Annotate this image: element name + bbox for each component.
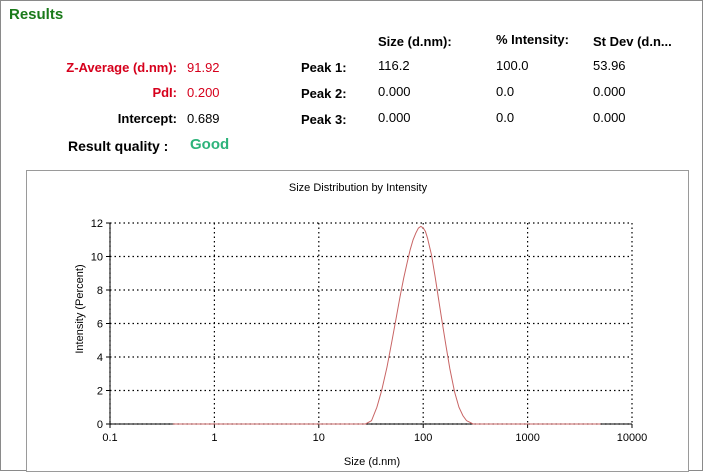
y-axis-label: Intensity (Percent) [74, 264, 86, 353]
size-distribution-chart: Size Distribution by Intensity Size (d.n… [74, 182, 648, 468]
result-quality-label: Result quality : [68, 138, 169, 154]
peak-2-label: Peak 2: [301, 86, 347, 101]
axes [106, 222, 633, 428]
y-tick-label: 10 [91, 252, 103, 264]
z-average-value: 91.92 [187, 60, 220, 75]
y-tick-label: 6 [97, 319, 103, 331]
x-tick-label: 1 [211, 432, 217, 444]
col-intensity-header: % Intensity: [496, 32, 569, 47]
peak-2-stdev: 0.000 [593, 84, 626, 99]
peak-2-intensity: 0.0 [496, 84, 515, 99]
col-size-header: Size (d.nm): [378, 34, 452, 49]
chart-panel: Size Distribution by Intensity Size (d.n… [26, 170, 689, 472]
x-tick-label: 1000 [515, 432, 539, 444]
peak-3-stdev: 0.000 [593, 110, 626, 125]
y-tick-label: 0 [97, 419, 103, 431]
peak-1-label: Peak 1: [301, 60, 347, 75]
intercept-label: Intercept: [117, 111, 177, 126]
tick-labels: 0.1 1 10 100 1000 10000 0 2 4 6 8 10 12 [91, 218, 648, 444]
peak-2-size: 0.000 [378, 84, 411, 99]
grid-lines [109, 222, 633, 425]
peak-1-intensity: 100.0 [496, 58, 529, 73]
x-tick-label: 10 [313, 432, 325, 444]
peak-3-intensity: 0.0 [496, 110, 515, 125]
chart-title: Size Distribution by Intensity [289, 182, 428, 194]
x-tick-label: 10000 [617, 432, 648, 444]
peak-3-label: Peak 3: [301, 112, 347, 127]
distribution-curve [172, 225, 601, 425]
y-tick-label: 4 [97, 352, 103, 364]
x-tick-label: 0.1 [102, 432, 117, 444]
intercept-value: 0.689 [187, 111, 220, 126]
pdi-label: PdI: [152, 85, 177, 100]
peak-1-stdev: 53.96 [593, 58, 626, 73]
x-axis-label: Size (d.nm) [344, 456, 400, 468]
peak-3-size: 0.000 [378, 110, 411, 125]
series-layer [172, 225, 601, 425]
col-stdev-header: St Dev (d.n... [593, 34, 672, 49]
result-quality-value: Good [190, 136, 230, 153]
peak-1-size: 116.2 [378, 58, 410, 73]
results-title: Results [9, 6, 64, 23]
y-tick-label: 12 [91, 218, 103, 230]
y-tick-label: 2 [97, 386, 103, 398]
y-tick-label: 8 [97, 285, 103, 297]
pdi-value: 0.200 [187, 85, 220, 100]
x-tick-label: 100 [414, 432, 432, 444]
z-average-label: Z-Average (d.nm): [66, 60, 177, 75]
